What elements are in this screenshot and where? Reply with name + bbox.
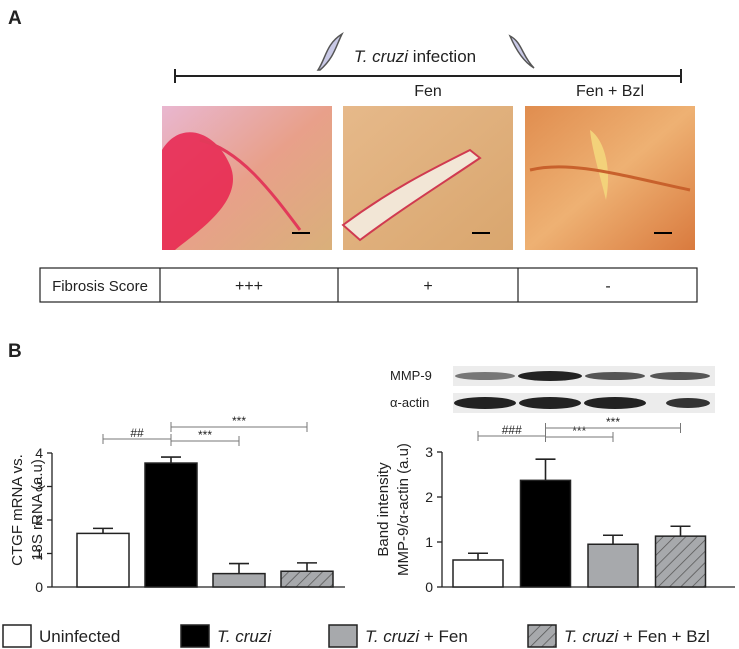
legend-swatch	[2, 624, 32, 648]
table-cell: Fibrosis Score	[52, 278, 148, 295]
bar	[76, 532, 130, 588]
western-blot	[453, 366, 715, 413]
significance-label: ##	[130, 426, 144, 440]
y-tick-label: 1	[35, 546, 43, 562]
legend-label: T. cruzi + Fen	[365, 627, 468, 646]
y-tick-label: 0	[425, 579, 433, 595]
legend-swatch	[328, 624, 358, 648]
bar	[452, 559, 504, 588]
significance-label: ***	[606, 415, 620, 429]
significance-label: ***	[232, 414, 246, 428]
column-label: Fen	[414, 83, 442, 100]
table-cell: -	[605, 278, 610, 295]
y-axis-label: Band intensity	[375, 462, 392, 557]
legend: Uninfected T. cruzi T. cruzi + Fen T. cruzi…	[2, 624, 710, 648]
table-cell: +++	[235, 278, 263, 295]
bar	[519, 479, 572, 588]
bar	[212, 572, 266, 588]
score-table	[39, 267, 698, 303]
legend-label: T. cruzi + Fen + Bzl	[564, 627, 710, 646]
legend-swatch	[180, 624, 210, 648]
table-cell: +	[423, 278, 432, 295]
bar	[654, 535, 707, 588]
y-axis-label: CTGF mRNA vs.	[9, 454, 26, 566]
histology-image	[162, 106, 332, 250]
y-tick-label: 4	[35, 445, 43, 461]
y-tick-label: 2	[425, 489, 433, 505]
infection-label: T. cruzi infection	[354, 47, 476, 66]
y-tick-label: 1	[425, 534, 433, 550]
panel-label: B	[8, 341, 22, 362]
y-tick-label: 2	[35, 512, 43, 528]
column-label: Fen + Bzl	[576, 83, 644, 100]
histology-image	[525, 106, 695, 250]
y-tick-label: 3	[425, 444, 433, 460]
y-tick-label: 3	[35, 479, 43, 495]
legend-label: Uninfected	[39, 627, 120, 646]
significance-label: ###	[502, 423, 522, 437]
bar	[144, 462, 198, 588]
bar	[280, 570, 334, 588]
y-axis-label: 18S rRNA (a.u)	[29, 459, 46, 561]
parasite-icon	[316, 31, 535, 71]
y-axis-label: MMP-9/α-actin (a.u)	[395, 443, 412, 576]
significance-label: ***	[572, 424, 586, 438]
y-tick-label: 0	[35, 579, 43, 595]
legend-swatch	[527, 624, 557, 648]
blot-label: MMP-9	[390, 368, 432, 383]
legend-label: T. cruzi	[217, 627, 272, 646]
significance-label: ***	[198, 428, 212, 442]
bar	[587, 543, 639, 588]
histology-image	[341, 106, 513, 250]
infection-line	[174, 69, 682, 83]
blot-label: α-actin	[390, 395, 429, 410]
panel-label: A	[8, 8, 22, 29]
